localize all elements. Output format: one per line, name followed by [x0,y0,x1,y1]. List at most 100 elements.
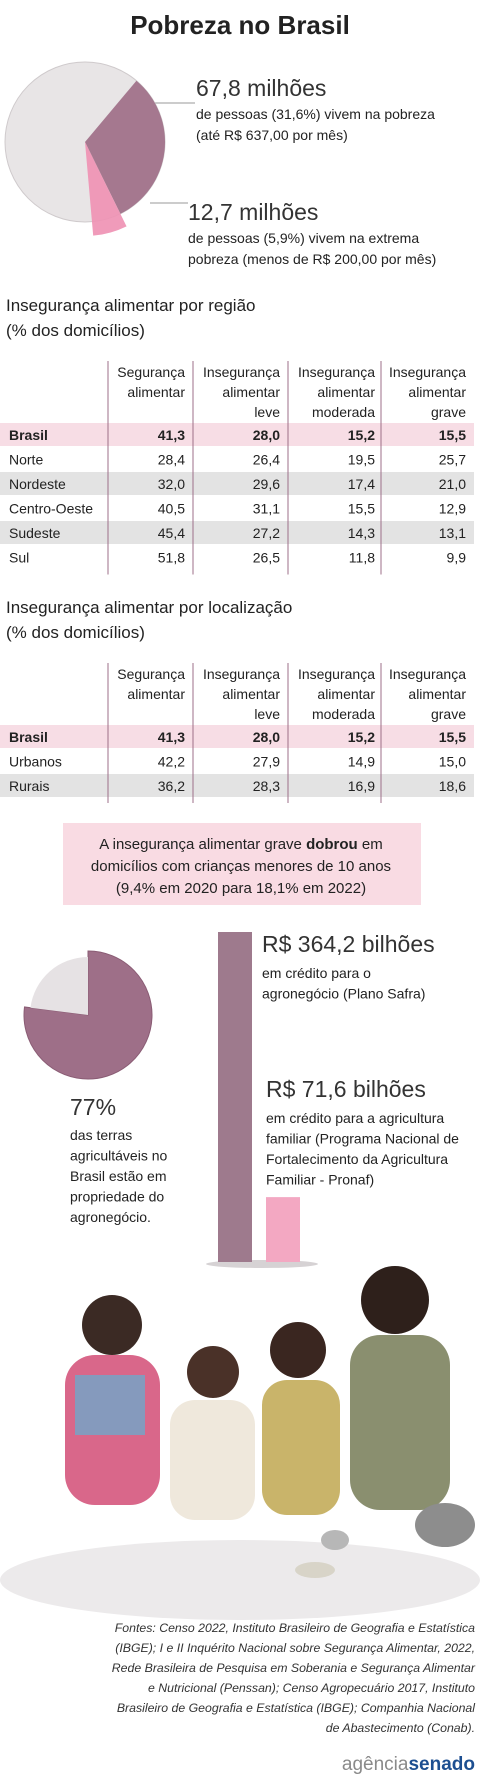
cell-value: 11,8 [349,550,375,566]
column-header: alimentar [222,384,280,400]
cell-value: 29,6 [253,476,280,492]
cell-value: 15,2 [348,427,375,443]
column-header: Insegurança [298,364,375,380]
table-subtitle: (% dos domicílios) [6,623,145,642]
source-line: (IBGE); I e II Inquérito Nacional sobre … [115,1641,475,1655]
source-line: Rede Brasileira de Pesquisa em Soberania… [112,1661,476,1675]
figure-caption: pobreza (menos de R$ 200,00 por mês) [188,251,436,267]
bar [266,1197,300,1262]
illustration [0,1266,480,1620]
cell-value: 15,5 [439,427,466,443]
row-label: Brasil [9,427,48,443]
column-header: leve [254,404,280,420]
notice-line: A insegurança alimentar grave dobrou em [99,836,382,853]
row-label: Urbanos [9,754,62,770]
figure: R$ 71,6 bilhões [266,1076,426,1102]
row-label: Sul [9,550,29,566]
cell-value: 27,2 [253,525,280,541]
figure-caption: familiar (Programa Nacional de [266,1131,459,1147]
column-header: leve [254,706,280,722]
cell-value: 16,9 [348,778,375,794]
figure-caption: agricultáveis no [70,1148,167,1164]
cell-value: 25,7 [439,452,466,468]
title: Pobreza no Brasil [130,10,350,40]
figure-caption: agronegócio. [70,1209,151,1225]
table-subtitle: (% dos domicílios) [6,321,145,340]
column-header: alimentar [408,384,466,400]
figure-caption: em crédito para o [262,965,371,981]
bar [218,932,252,1262]
cell-value: 15,2 [348,729,375,745]
figure: 12,7 milhões [188,199,318,225]
cell-value: 9,9 [447,550,467,566]
figure: R$ 364,2 bilhões [262,931,435,957]
notice-part: A insegurança alimentar grave [99,836,302,853]
row-label: Sudeste [9,525,61,541]
row-highlight [0,725,474,748]
cell-value: 18,6 [439,778,466,794]
column-header: moderada [312,706,375,722]
figure-caption: Brasil estão em [70,1168,166,1184]
source-line: Fontes: Censo 2022, Instituto Brasileiro… [115,1621,475,1635]
logo: agênciasenado [342,1754,475,1775]
cell-value: 15,5 [439,729,466,745]
column-header: alimentar [222,686,280,702]
column-header: moderada [312,404,375,420]
logo-part: agência [342,1754,409,1775]
column-header: alimentar [127,686,185,702]
column-header: Insegurança [298,666,375,682]
pie-slice [85,80,166,214]
column-header: Insegurança [203,666,280,682]
cell-value: 51,8 [158,550,185,566]
column-header: grave [431,404,466,420]
figure: 77% [70,1094,116,1120]
notice-line: (9,4% em 2020 para 18,1% em 2022) [116,880,366,897]
figure-caption: Familiar - Pronaf) [266,1172,374,1188]
cell-value: 28,0 [253,427,280,443]
cell-value: 26,5 [253,550,280,566]
notice-line: domicílios com crianças menores de 10 an… [91,858,391,875]
column-header: alimentar [127,384,185,400]
column-header: Insegurança [389,666,466,682]
row-label: Centro-Oeste [9,501,93,517]
cell-value: 45,4 [158,525,185,541]
notice-part: em [362,836,383,853]
column-header: Insegurança [203,364,280,380]
figure-caption: propriedade do [70,1189,164,1205]
cell-value: 28,4 [158,452,185,468]
cell-value: 15,0 [439,754,466,770]
pie-rest [30,957,88,1015]
notice-part: dobrou [306,836,358,853]
cell-value: 13,1 [439,525,466,541]
column-header: Insegurança [389,364,466,380]
row-label: Rurais [9,778,49,794]
source-line: de Abastecimento (Conab). [326,1721,475,1735]
cell-value: 42,2 [158,754,185,770]
cell-value: 12,9 [439,501,466,517]
figure-caption: Fortalecimento da Agricultura [266,1151,448,1167]
notice-box [63,823,421,905]
row-highlight [0,423,474,446]
cell-value: 14,3 [348,525,375,541]
cell-value: 41,3 [158,729,185,745]
cell-value: 14,9 [348,754,375,770]
source-line: e Nutricional (Penssan); Censo Agropecuá… [148,1681,475,1695]
table-title: Insegurança alimentar por região [6,296,255,315]
figure-caption: (até R$ 637,00 por mês) [196,127,348,143]
cell-value: 40,5 [158,501,185,517]
source-line: Brasileiro de Geografia e Estatística (I… [117,1701,476,1715]
pie-slice [85,142,127,236]
row-label: Norte [9,452,43,468]
cell-value: 17,4 [348,476,375,492]
cell-value: 26,4 [253,452,280,468]
cell-value: 27,9 [253,754,280,770]
column-header: Segurança [117,364,185,380]
row-shade [0,521,474,544]
figure-caption: de pessoas (31,6%) vivem na pobreza [196,106,435,122]
figure-caption: das terras [70,1127,132,1143]
column-header: alimentar [317,384,375,400]
table-title: Insegurança alimentar por localização [6,598,292,617]
cell-value: 41,3 [158,427,185,443]
figure-caption: agronegócio (Plano Safra) [262,986,425,1002]
